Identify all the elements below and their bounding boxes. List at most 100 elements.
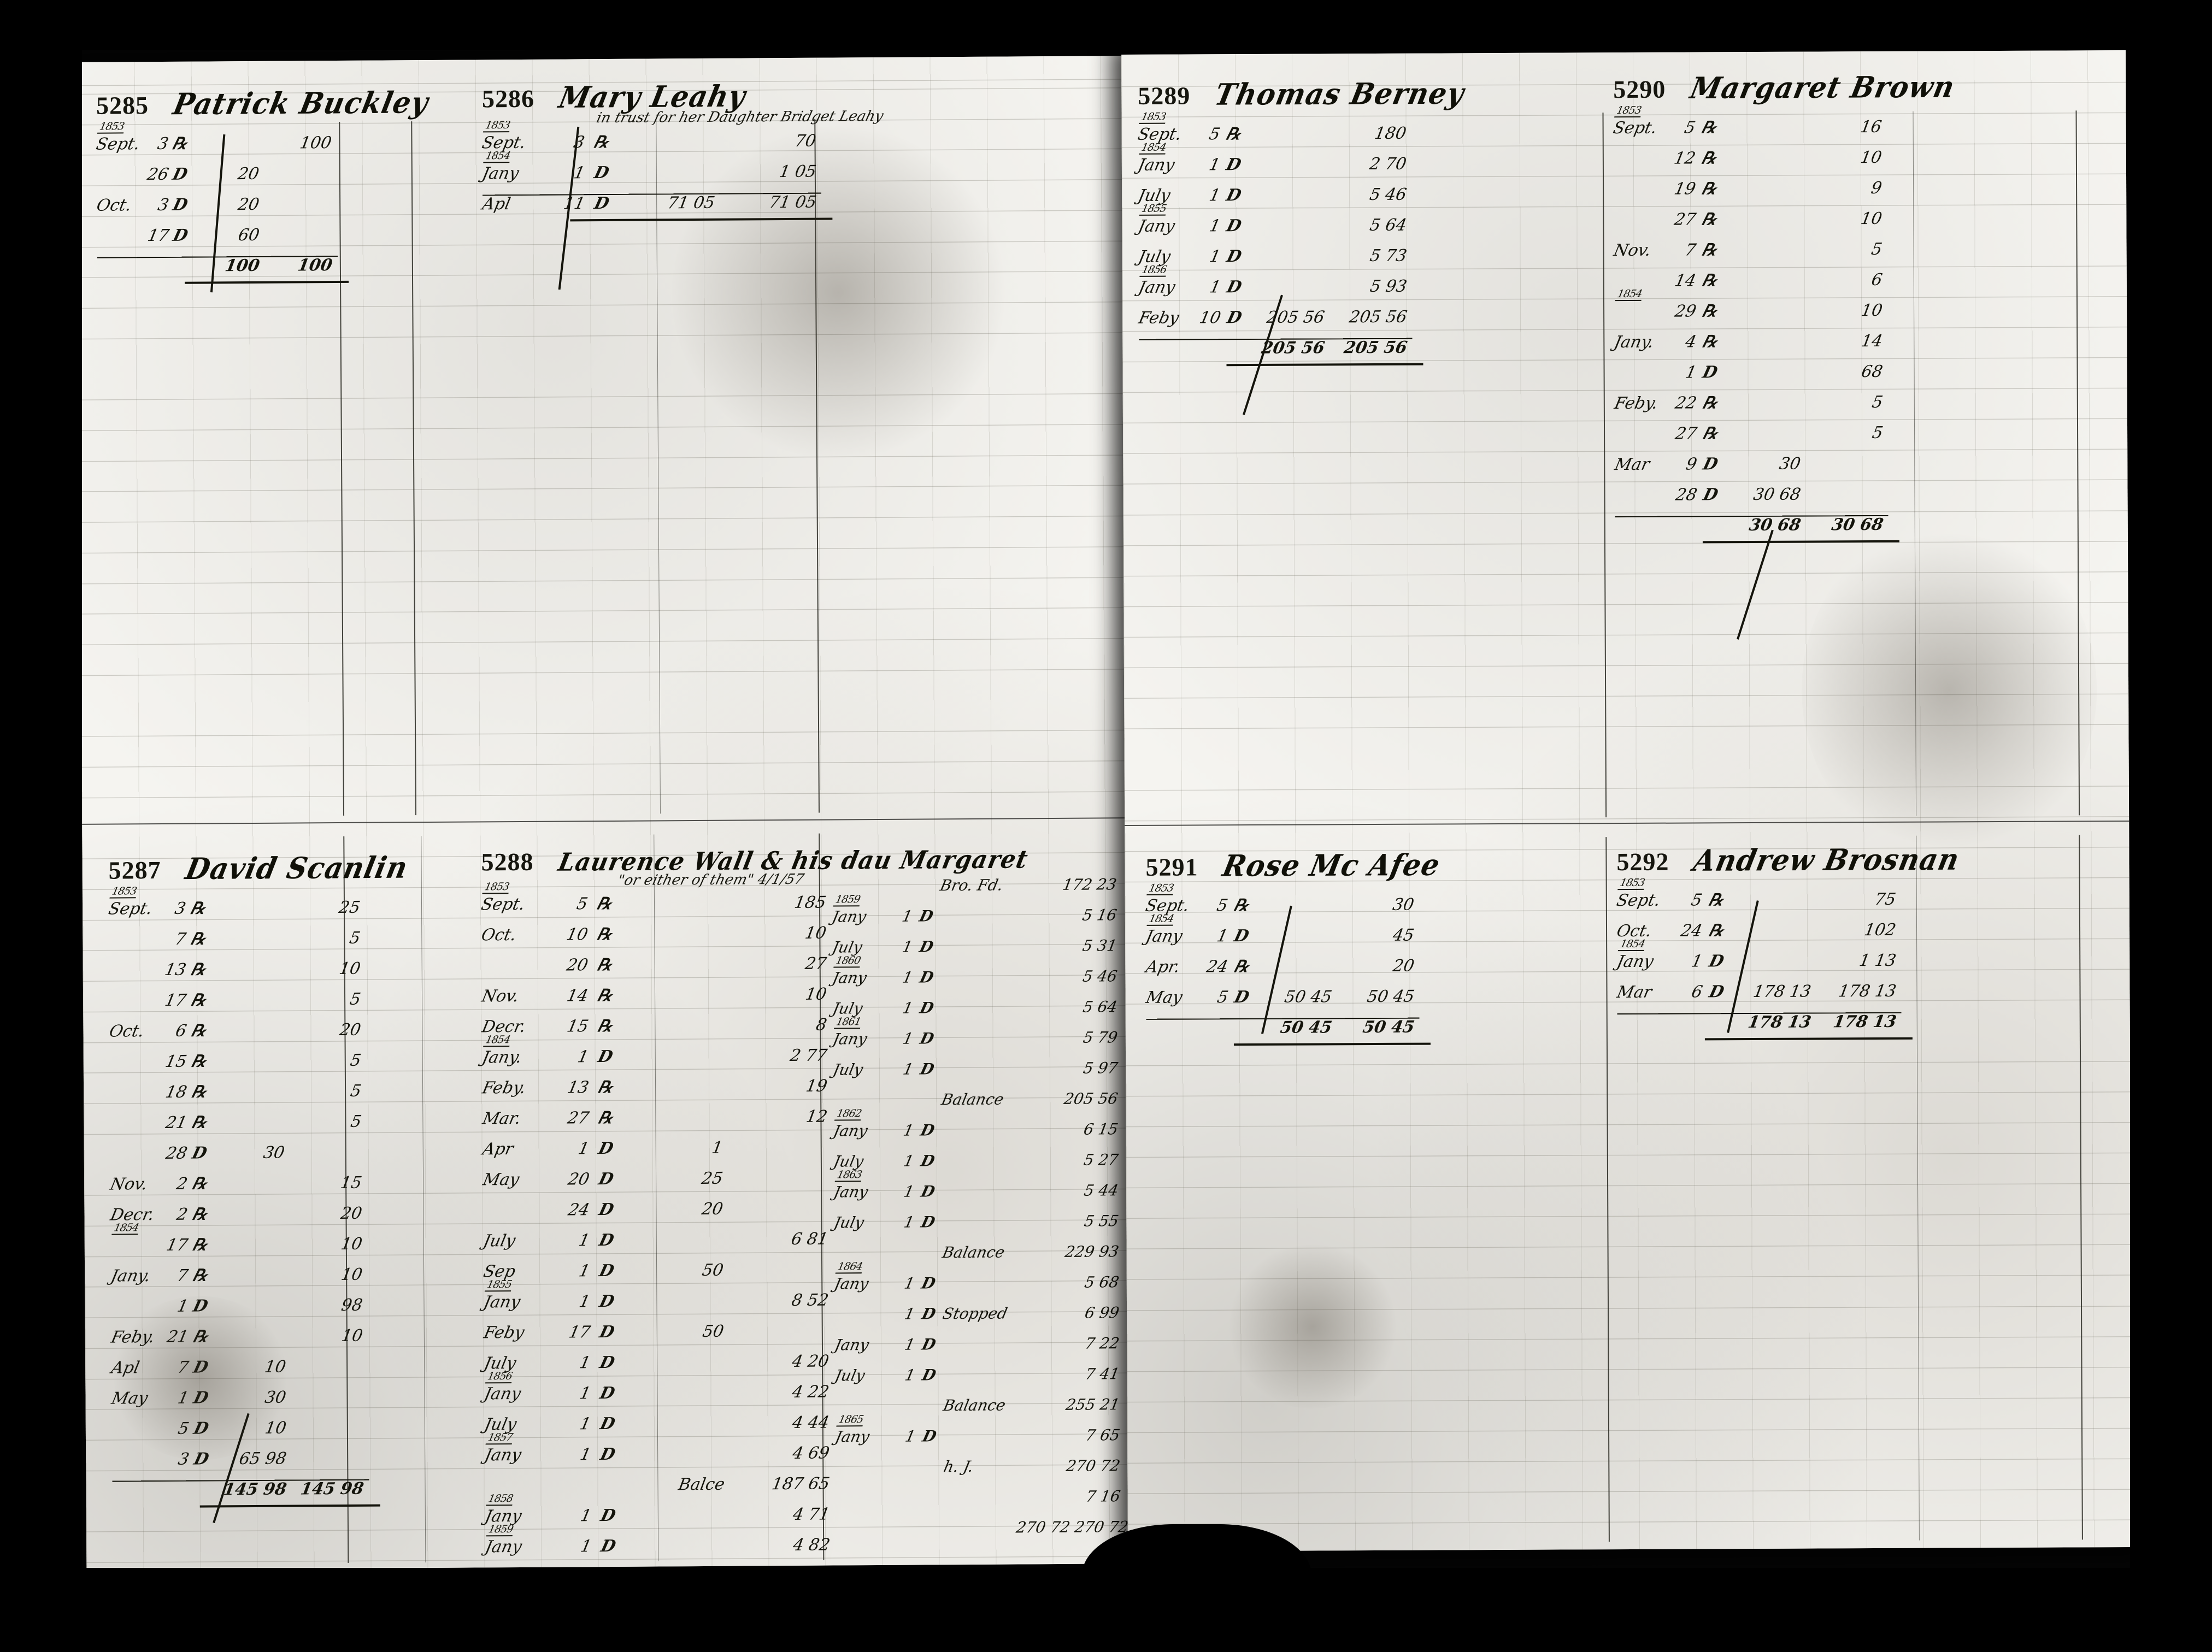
subledger-row: 1859 Jany 1 D 5 16 [831,893,1118,938]
subledger-row: 7 16 [836,1487,1122,1519]
entry-type: D [598,1383,617,1403]
entry-day: 1 [577,1292,592,1312]
entry-day: 20 [564,955,590,975]
entry-debit: 20 [236,164,261,184]
entry-credit: 10 [340,1326,364,1346]
account-header-5289: 5289 Thomas Berney [1138,76,1468,112]
subledger-row: 1861 Jany 1 D 5 79 [831,1016,1119,1060]
subledger-row: July 1 D 7 41 [833,1365,1121,1397]
subledger-row: 1 D Stopped 6 99 [835,1303,1120,1336]
column-rule-5290 [2075,110,2080,816]
account-subtitle: in trust for her Daughter Bridget Leahy [595,108,885,127]
entry-debit [625,1367,730,1368]
entry-type: D [597,1261,616,1281]
subledger-row: 1860 Jany 1 D 5 46 [831,954,1119,999]
ledger-row: July 1 D 5 06 [484,1566,835,1598]
entry-month: Mar [1615,982,1654,1002]
entry-debit [624,1245,728,1246]
entry-debit [1731,935,1816,936]
entry-type: D [599,1567,619,1587]
entry-type: D [917,907,936,925]
account-number: 5287 [108,856,161,884]
account-number: 5285 [96,91,149,120]
entry-debit [1723,255,1805,256]
entry-month: Jany [832,1122,869,1140]
total-credit: 178 13 [1831,1012,1898,1032]
entry-month [486,1613,557,1614]
year-tag: 1853 [1139,110,1168,124]
entry-month: Apr [481,1140,515,1159]
entry-debit: 30 [1778,454,1802,474]
entry-debit [622,1000,727,1001]
ledger-row: 17 ℞ 5 [109,990,366,1022]
entry-type: ℞ [595,894,615,914]
entry-month: July [481,1231,517,1251]
entry-month: Jany. [109,1266,152,1286]
entry-month [111,1250,162,1251]
entry-day: 27 [1673,210,1698,229]
entry-day: 1 [901,937,915,956]
entry-credit [729,1275,833,1276]
ledger-row: 28 D 30 68 [1615,485,1888,516]
entry-credit: 10 [803,923,828,943]
entry-debit [1255,910,1337,911]
entry-month: Jany [1144,927,1184,946]
entry-month: Sept. [1611,118,1659,138]
entry-day: 1 [903,1274,916,1293]
year-tag: 1854 [111,1222,141,1235]
entry-debit [619,147,720,148]
entry-month: Feby. [109,1328,157,1347]
account-header-5287: 5287 David Scanlin [108,850,411,886]
entry-debit [623,1092,727,1093]
ledger-total-row: 205 56 205 56 [1139,338,1412,370]
entry-type: ℞ [1700,424,1720,444]
year-tag: 1854 [1617,937,1648,952]
entry-credit: 16 [1858,117,1883,137]
ledger-row: 1 D 98 [111,1296,368,1328]
entry-credit: 5 [349,1081,363,1101]
entry-month: Nov. [480,986,521,1006]
entry-month: May [109,1389,150,1408]
column-rule-5287b [421,836,426,1563]
column-rule-5292 [2079,835,2083,1540]
entry-debit: 30 [261,1143,286,1163]
entry-day: 9 [1684,455,1699,474]
ledger-row: Apl 7 D 10 [110,1357,368,1389]
year-tag: 1858 [486,1492,515,1506]
entry-month: Jany [833,1427,872,1446]
entry-month: Apl [480,194,513,214]
ledger-row: 1854 17 ℞ 10 [111,1222,368,1267]
entry-credit [264,209,337,210]
entry-day: 1 [902,1213,916,1231]
year-tag: 1860 [833,954,863,968]
entry-type: D [1224,155,1243,175]
entry-type: D [919,1213,937,1231]
entry-rows-5290: 1853 Sept. 5 ℞ 16 12 ℞ 10 19 ℞ 9 27 ℞ 10 Nov. 7 ℞ 5 14 ℞ 6 18… [1611,104,1889,547]
entry-type: D [192,1419,211,1438]
entry-type: ℞ [170,134,190,154]
account-holder-name: Andrew Brosnan [1690,841,1963,878]
entry-type: ℞ [1223,125,1243,144]
entry-type: D [191,1296,210,1316]
entry-type: ℞ [596,1016,615,1036]
ledger-total-row: 100 100 [97,256,338,288]
account-block-5286: 5286 Mary Leahy in trust for her Daughte… [480,79,885,290]
subledger-row: 270 72 270 72 [836,1518,1129,1550]
entry-month [833,1105,889,1106]
subledger-row: July 1 D 5 27 [832,1150,1119,1183]
entry-month: Nov. [1611,240,1653,261]
entry-month [836,1533,886,1534]
entry-day: 1 [578,1506,593,1526]
subledger-row: 1865 Jany 1 D 7 65 [833,1413,1121,1458]
entry-type: D [1707,952,1726,971]
entry-day: 10 [564,925,590,945]
entry-debit [623,1061,727,1062]
account-block-5289: 5289 Thomas Berney 1853 Sept. 5 ℞ 180 1854 Jan… [1136,76,1468,415]
entry-month: Oct. [107,1022,146,1041]
entry-debit: 178 13 [1751,982,1813,1002]
entry-day: 1 [901,907,914,925]
ledger-row: July 1 D 4 44 [483,1413,834,1446]
entry-debit: 50 [701,1321,726,1341]
ledger-row: Nov. 14 ℞ 10 [480,985,832,1018]
entry-credit: 5 [349,1051,363,1070]
